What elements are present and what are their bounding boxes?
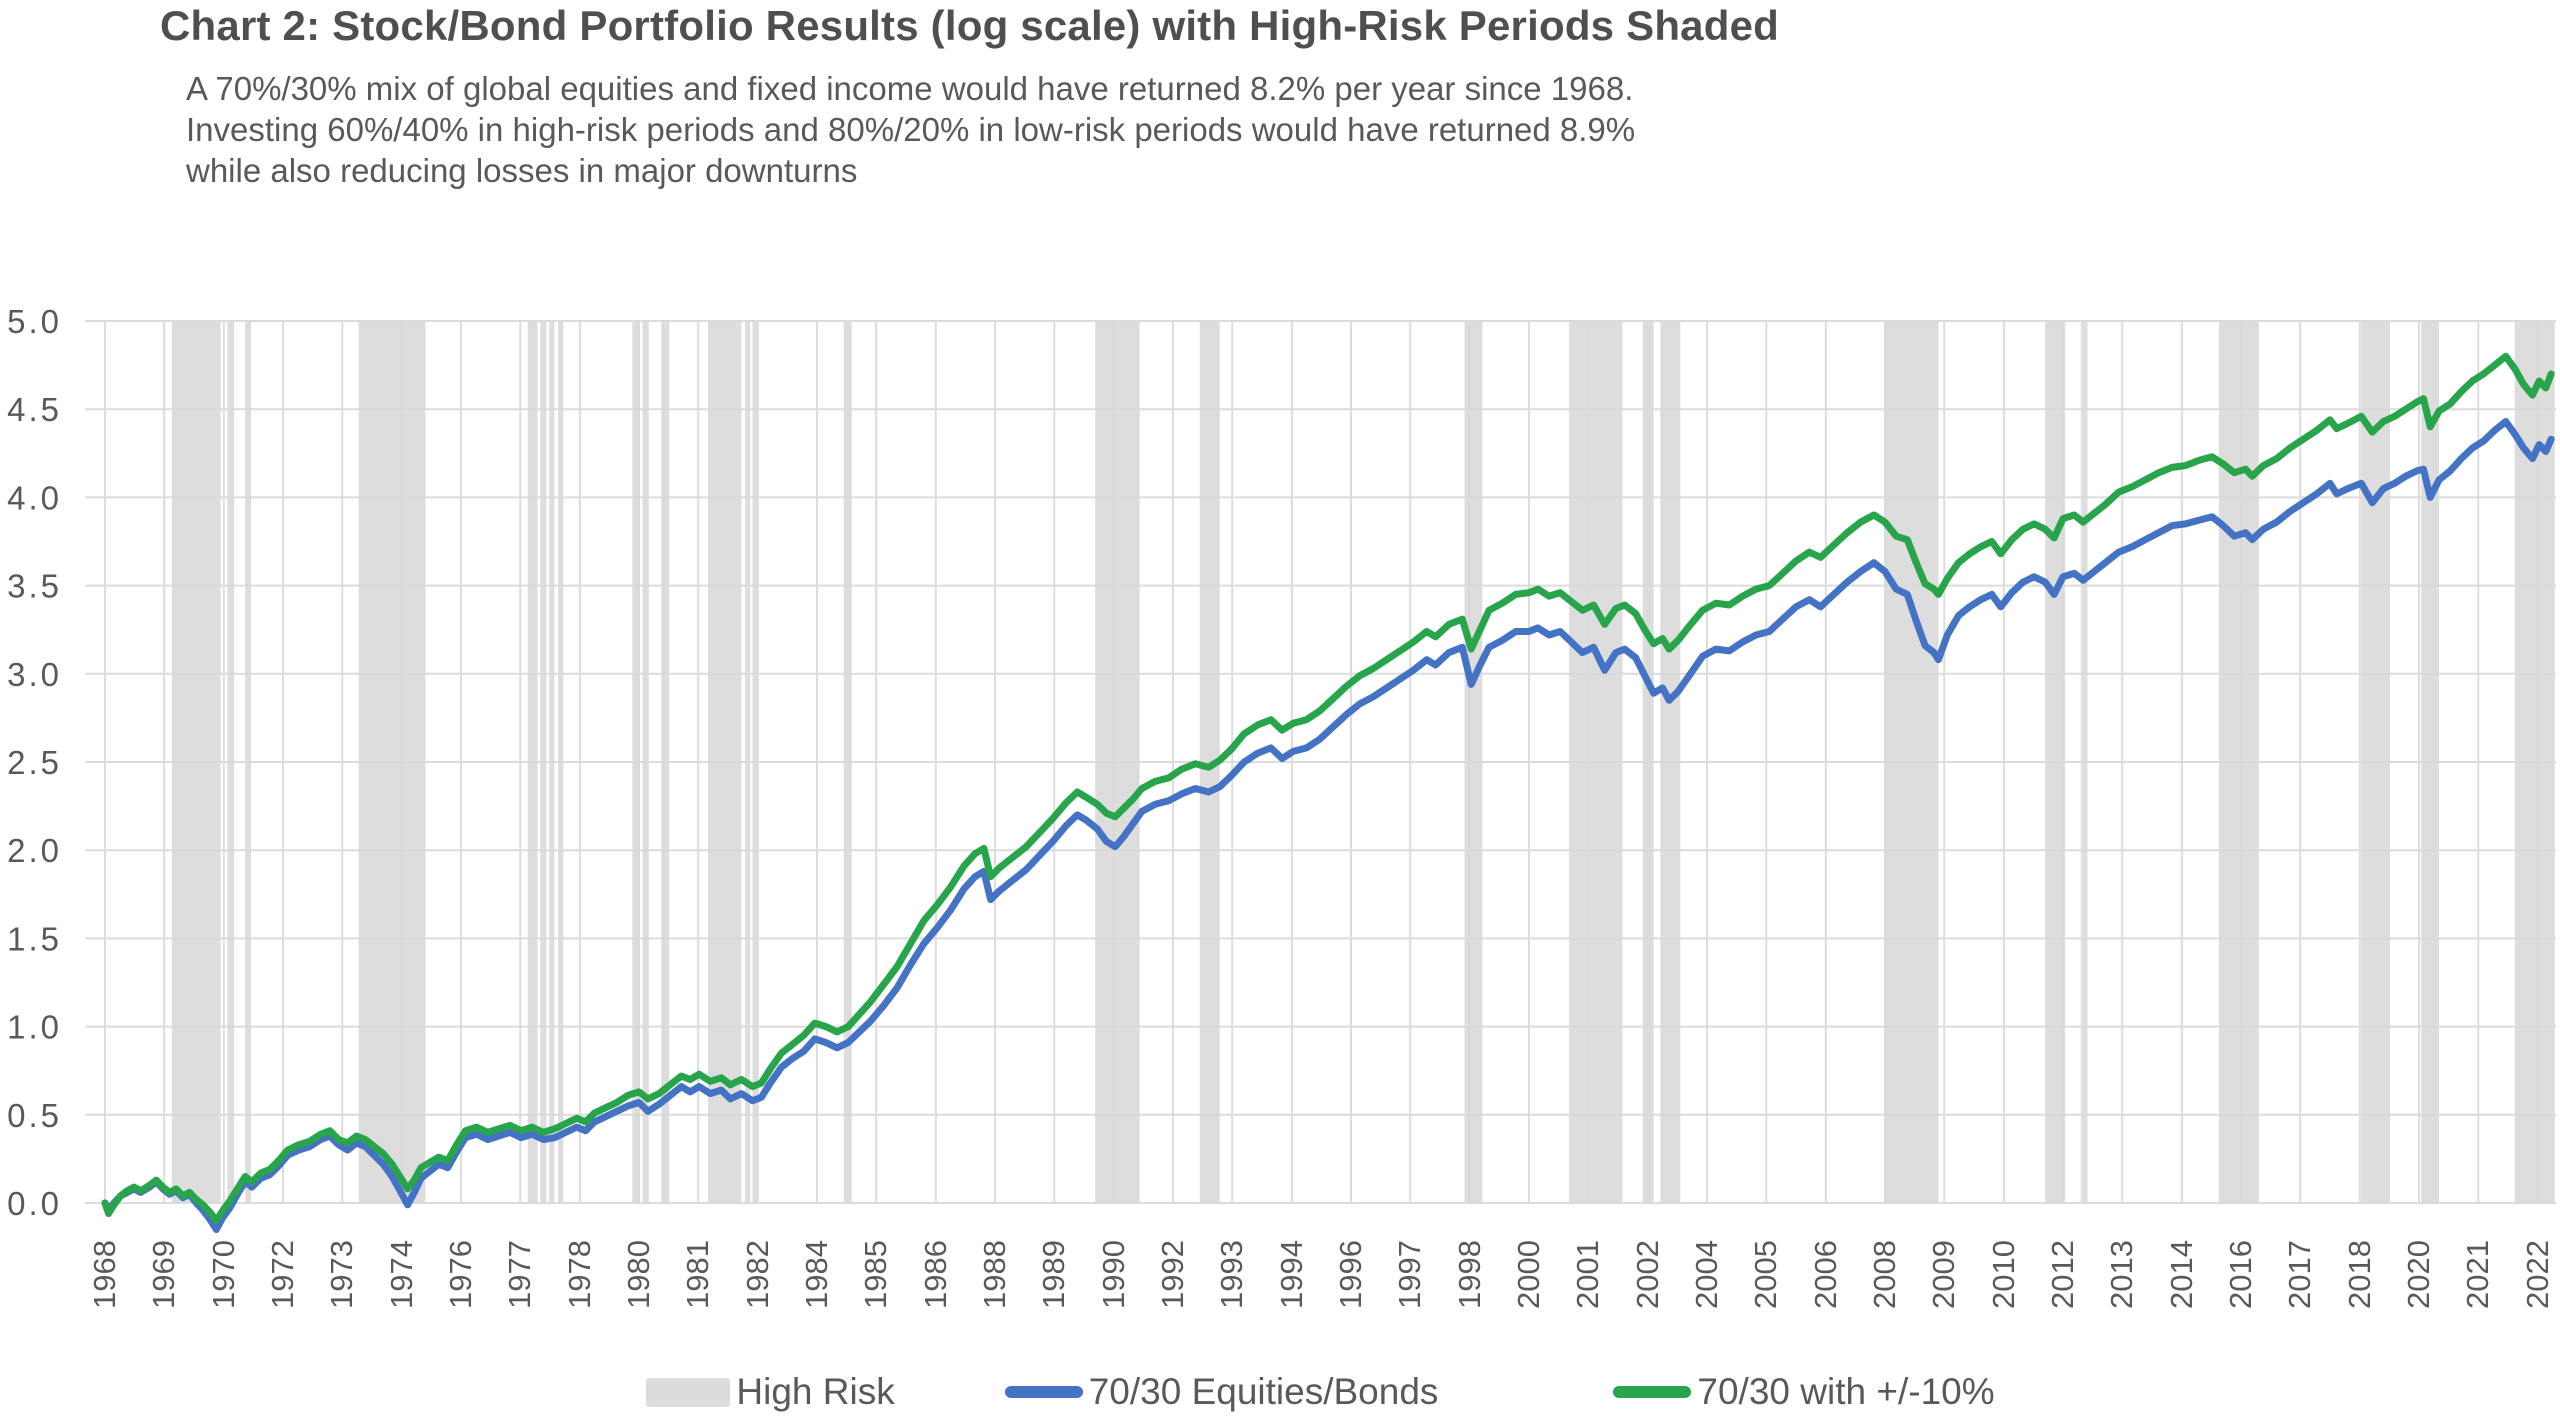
x-tick-label: 1989 (1036, 1240, 1071, 1309)
x-tick-label: 2006 (1808, 1240, 1843, 1309)
legend-label-high-risk: High Risk (736, 1371, 895, 1412)
y-tick-label: 1.0 (7, 1009, 62, 1046)
x-tick-label: 1970 (206, 1240, 241, 1309)
chart-subtitle: A 70%/30% mix of global equities and fix… (186, 68, 1635, 191)
x-tick-label: 2022 (2520, 1240, 2555, 1309)
y-tick-label: 4.0 (7, 479, 62, 516)
x-axis-labels: 1968 1969 1970 1972 1973 1974 1976 1977 1978 1980… (87, 1240, 2555, 1309)
x-tick-label: 1978 (562, 1240, 597, 1309)
legend-item-70-30: 70/30 Equities/Bonds (1004, 1371, 1439, 1413)
legend-label-70-30: 70/30 Equities/Bonds (1088, 1371, 1439, 1412)
x-tick-label: 2004 (1689, 1240, 1724, 1309)
x-tick-label: 1974 (384, 1240, 419, 1309)
y-axis-labels: 0.0 0.5 1.0 1.5 2.0 2.5 3.0 3.5 4.0 4.5 5.0 (7, 303, 62, 1222)
gridlines (85, 320, 2556, 1204)
x-tick-label: 2018 (2342, 1240, 2377, 1309)
chart-title: Chart 2: Stock/Bond Portfolio Results (l… (160, 2, 1779, 49)
x-tick-label: 1992 (1155, 1240, 1190, 1309)
x-tick-label: 2021 (2460, 1240, 2495, 1309)
legend-swatch-high-risk (646, 1377, 731, 1407)
x-tick-label: 2017 (2282, 1240, 2317, 1309)
x-tick-label: 2001 (1570, 1240, 1605, 1309)
x-tick-label: 1998 (1452, 1240, 1487, 1309)
legend-swatch-70-30 (1004, 1386, 1083, 1398)
x-tick-label: 1977 (502, 1240, 537, 1309)
x-tick-label: 1981 (680, 1240, 715, 1309)
x-tick-label: 2005 (1748, 1240, 1783, 1309)
x-tick-label: 1997 (1392, 1240, 1427, 1309)
x-tick-label: 2000 (1511, 1240, 1546, 1309)
y-tick-label: 2.5 (7, 744, 62, 781)
x-tick-label: 2010 (1986, 1240, 2021, 1309)
x-tick-label: 1988 (977, 1240, 1012, 1309)
y-tick-label: 2.0 (7, 832, 62, 869)
x-tick-label: 2016 (2223, 1240, 2258, 1309)
chart-subtitle-line-3: while also reducing losses in major down… (186, 152, 858, 189)
x-tick-label: 1990 (1096, 1240, 1131, 1309)
x-tick-label: 2013 (2104, 1240, 2139, 1309)
chart-subtitle-line-1: A 70%/30% mix of global equities and fix… (186, 70, 1634, 107)
x-tick-label: 1986 (918, 1240, 953, 1309)
x-tick-label: 1993 (1214, 1240, 1249, 1309)
x-tick-label: 2014 (2164, 1240, 2199, 1309)
x-tick-label: 1969 (146, 1240, 181, 1309)
x-tick-label: 1982 (740, 1240, 775, 1309)
y-tick-label: 5.0 (7, 303, 62, 340)
x-tick-label: 1968 (87, 1240, 122, 1309)
x-tick-label: 1973 (324, 1240, 359, 1309)
series-line-70-30-adjusted (101, 352, 2555, 1225)
x-tick-label: 2020 (2401, 1240, 2436, 1309)
x-tick-label: 1980 (621, 1240, 656, 1309)
y-tick-label: 4.5 (7, 391, 62, 428)
x-tick-label: 1976 (443, 1240, 478, 1309)
legend-swatch-70-30-adjusted (1613, 1386, 1692, 1398)
x-tick-label: 1994 (1274, 1240, 1309, 1309)
x-tick-label: 2012 (2045, 1240, 2080, 1309)
x-tick-label: 2002 (1630, 1240, 1665, 1309)
legend-item-high-risk: High Risk (646, 1371, 895, 1413)
x-tick-label: 1996 (1333, 1240, 1368, 1309)
x-tick-label: 1972 (265, 1240, 300, 1309)
chart-subtitle-line-2: Investing 60%/40% in high-risk periods a… (186, 111, 1636, 148)
x-tick-label: 2008 (1867, 1240, 1902, 1309)
y-tick-label: 3.5 (7, 568, 62, 605)
series-line-70-30 (101, 418, 2555, 1233)
x-tick-label: 1985 (858, 1240, 893, 1309)
y-tick-label: 3.0 (7, 656, 62, 693)
legend-label-70-30-adjusted: 70/30 with +/-10% (1697, 1371, 1995, 1412)
y-tick-label: 1.5 (7, 920, 62, 957)
y-tick-label: 0.0 (7, 1185, 62, 1222)
y-tick-label: 0.5 (7, 1097, 62, 1134)
x-tick-label: 2009 (1926, 1240, 1961, 1309)
legend-item-70-30-adjusted: 70/30 with +/-10% (1613, 1371, 1995, 1413)
chart-legend: High Risk 70/30 Equities/Bonds 70/30 wit… (85, 1366, 2556, 1418)
x-tick-label: 1984 (799, 1240, 834, 1309)
